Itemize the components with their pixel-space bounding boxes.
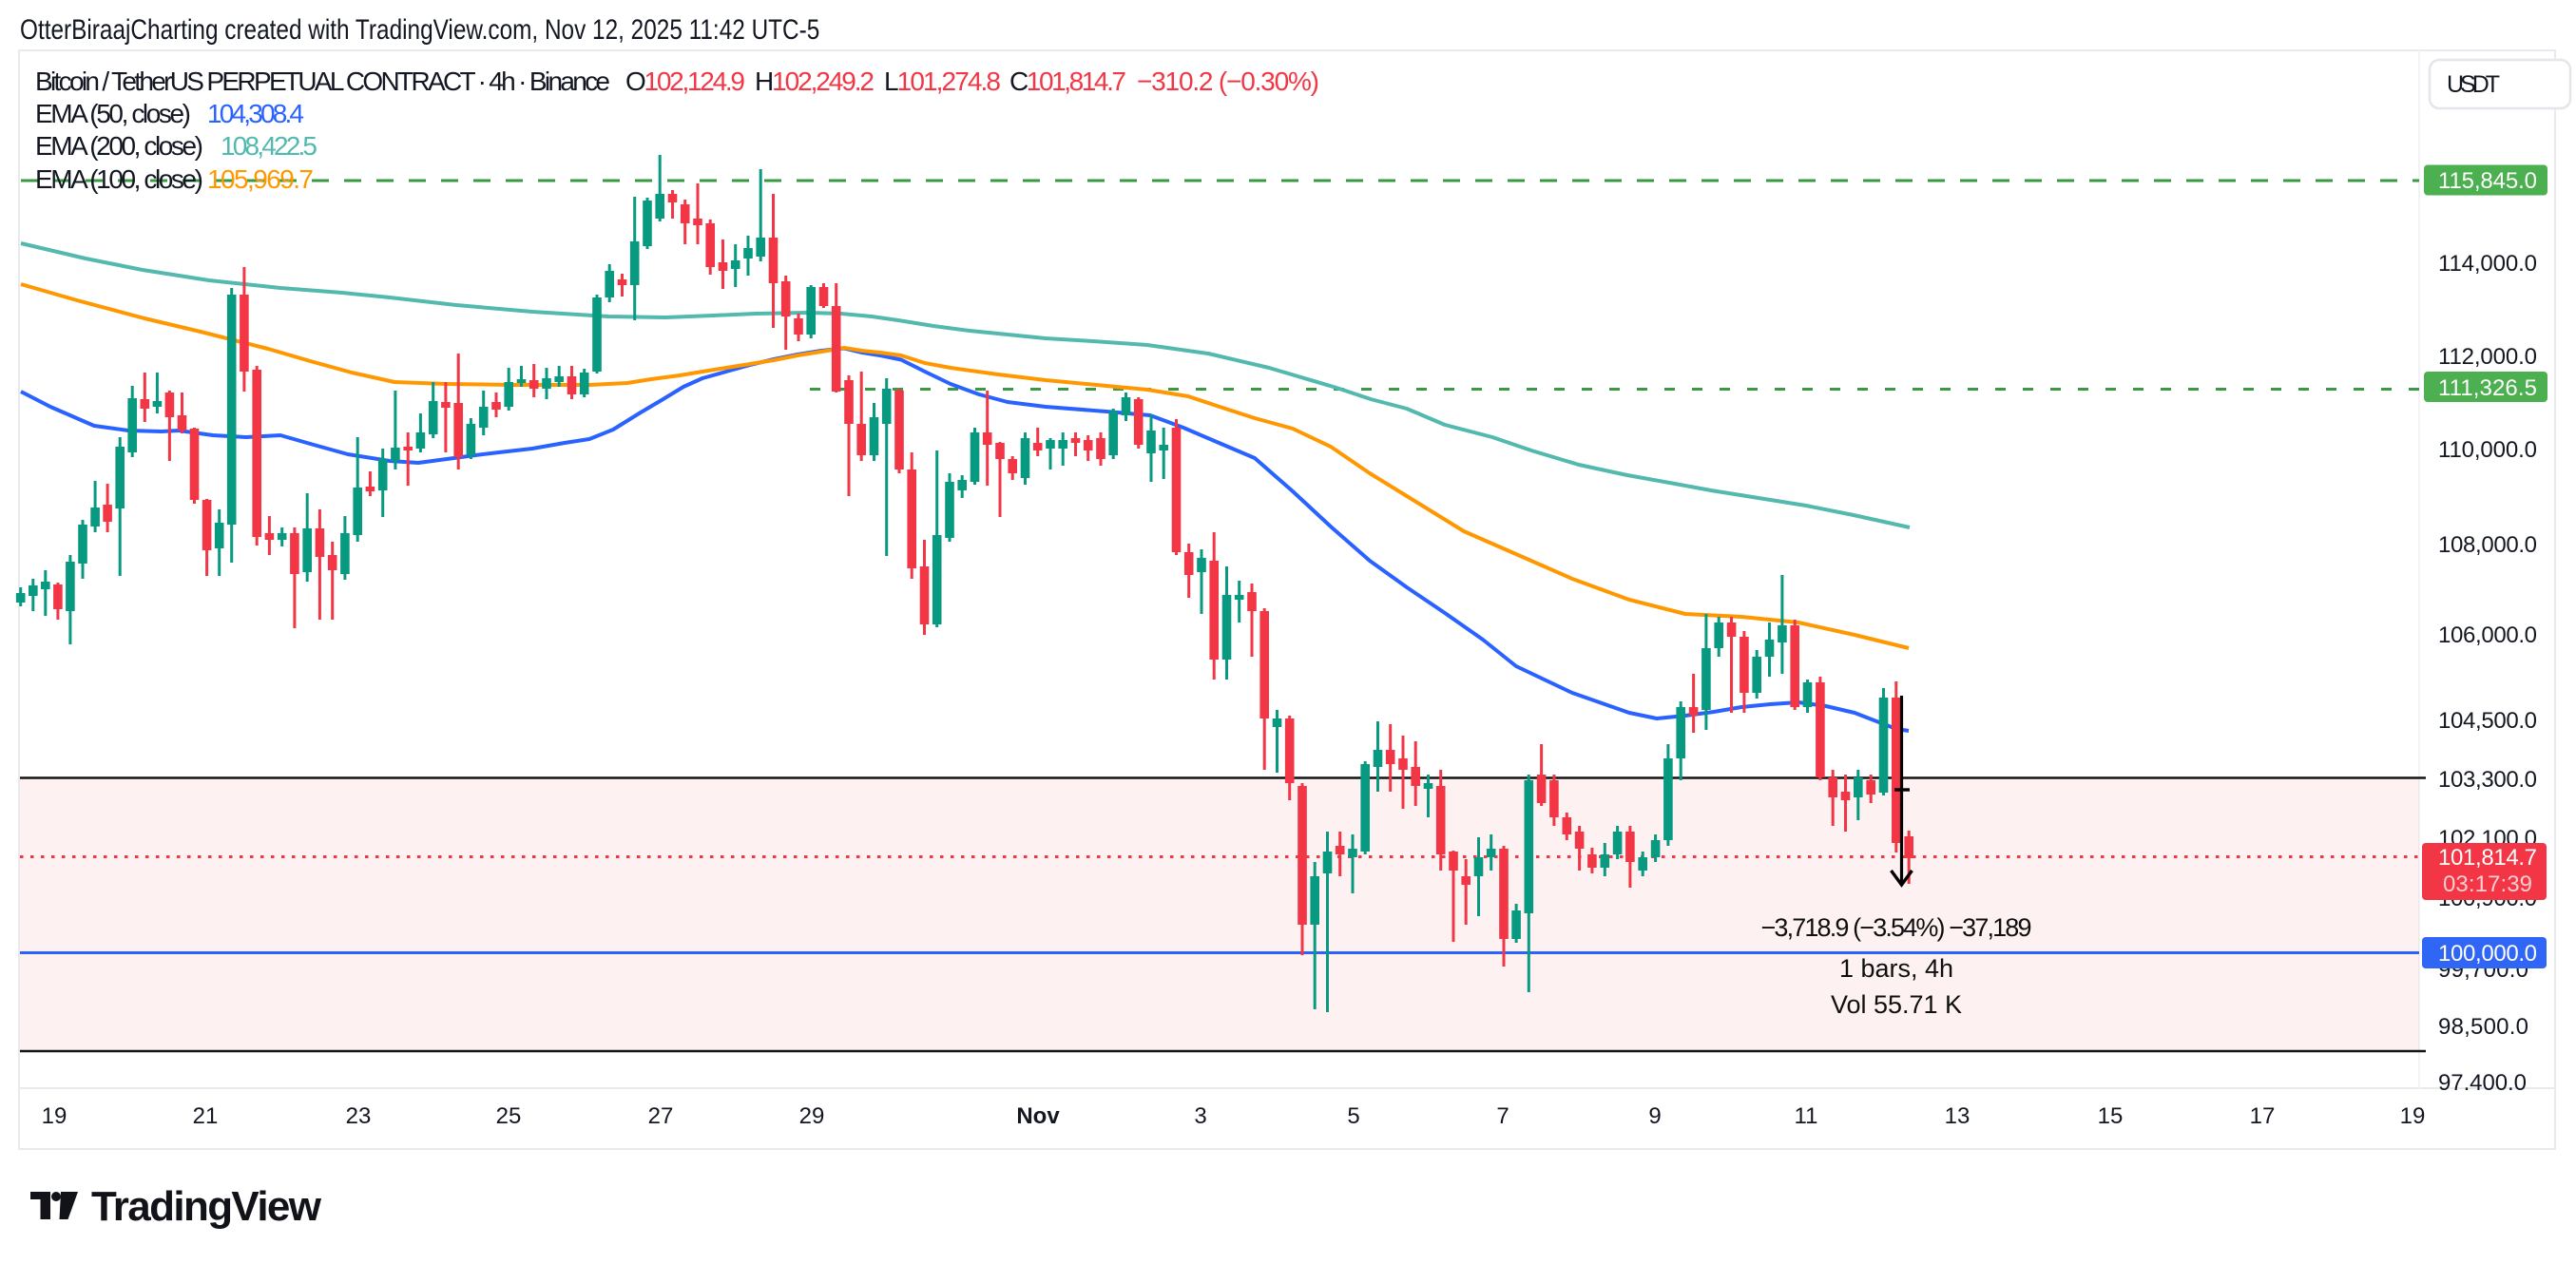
svg-text:100,000.0: 100,000.0 bbox=[2438, 941, 2537, 967]
svg-text:11: 11 bbox=[1795, 1103, 1818, 1129]
svg-text:Nov: Nov bbox=[1016, 1103, 1060, 1129]
svg-text:19: 19 bbox=[2400, 1103, 2426, 1129]
svg-text:108,000.0: 108,000.0 bbox=[2438, 532, 2537, 558]
svg-text:19: 19 bbox=[42, 1103, 67, 1129]
svg-text:O102,124.9: O102,124.9 bbox=[625, 67, 745, 96]
svg-text:104,308.4: 104,308.4 bbox=[207, 99, 304, 128]
svg-text:103,300.0: 103,300.0 bbox=[2438, 767, 2537, 793]
svg-text:15: 15 bbox=[2098, 1103, 2124, 1129]
svg-text:H102,249.2: H102,249.2 bbox=[755, 67, 875, 96]
svg-text:−310.2 (−0.30%): −310.2 (−0.30%) bbox=[1137, 67, 1319, 96]
svg-text:97.400.0: 97.400.0 bbox=[2438, 1070, 2527, 1096]
svg-text:114,000.0: 114,000.0 bbox=[2438, 251, 2537, 277]
svg-text:21: 21 bbox=[193, 1103, 219, 1129]
svg-text:101,814.7: 101,814.7 bbox=[2438, 845, 2537, 871]
svg-text:98,500.0: 98,500.0 bbox=[2438, 1014, 2528, 1040]
svg-text:104,500.0: 104,500.0 bbox=[2438, 708, 2537, 734]
svg-text:106,000.0: 106,000.0 bbox=[2438, 622, 2537, 648]
svg-text:EMA (100, close): EMA (100, close) bbox=[35, 164, 203, 194]
svg-text:03:17:39: 03:17:39 bbox=[2443, 871, 2532, 897]
svg-text:27: 27 bbox=[648, 1103, 674, 1129]
svg-text:13: 13 bbox=[1945, 1103, 1970, 1129]
svg-text:9: 9 bbox=[1648, 1103, 1661, 1129]
svg-text:108,422.5: 108,422.5 bbox=[221, 131, 317, 161]
svg-text:112,000.0: 112,000.0 bbox=[2438, 344, 2537, 370]
svg-text:TradingView: TradingView bbox=[91, 1183, 322, 1230]
svg-text:105,969.7: 105,969.7 bbox=[207, 164, 314, 194]
svg-text:Vol 55.71 K: Vol 55.71 K bbox=[1831, 990, 1962, 1019]
svg-text:USDT: USDT bbox=[2447, 71, 2500, 98]
svg-text:110,000.0: 110,000.0 bbox=[2438, 437, 2537, 463]
svg-text:5: 5 bbox=[1347, 1103, 1359, 1129]
svg-text:Bitcoin / TetherUS PERPETUAL C: Bitcoin / TetherUS PERPETUAL CONTRACT · … bbox=[35, 67, 610, 96]
svg-text:C101,814.7: C101,814.7 bbox=[1009, 67, 1126, 96]
svg-text:L101,274.8: L101,274.8 bbox=[884, 67, 1001, 96]
svg-text:EMA (200, close): EMA (200, close) bbox=[35, 131, 203, 161]
svg-text:−3,718.9 (−3.54%) −37,189: −3,718.9 (−3.54%) −37,189 bbox=[1761, 913, 2032, 942]
svg-text:29: 29 bbox=[799, 1103, 825, 1129]
svg-text:7: 7 bbox=[1496, 1103, 1509, 1129]
svg-text:3: 3 bbox=[1194, 1103, 1206, 1129]
svg-text:23: 23 bbox=[346, 1103, 372, 1129]
svg-text:1 bars, 4h: 1 bars, 4h bbox=[1839, 954, 1953, 983]
svg-text:25: 25 bbox=[496, 1103, 522, 1129]
svg-text:111,326.5: 111,326.5 bbox=[2438, 375, 2537, 401]
svg-text:115,845.0: 115,845.0 bbox=[2438, 168, 2537, 194]
svg-text:EMA (50, close): EMA (50, close) bbox=[35, 99, 191, 128]
svg-text:17: 17 bbox=[2250, 1103, 2276, 1129]
